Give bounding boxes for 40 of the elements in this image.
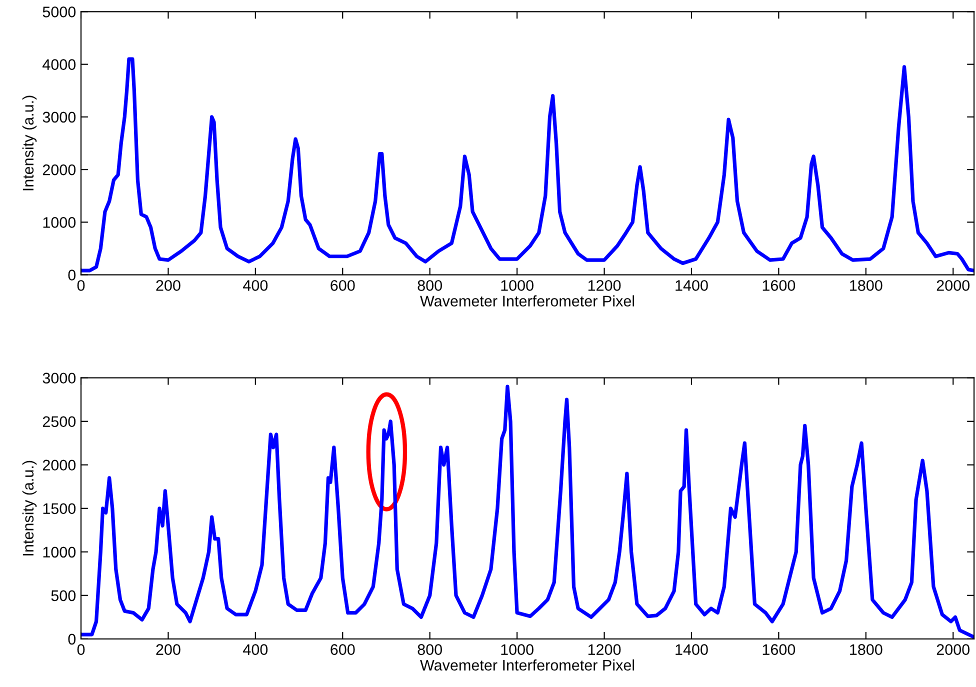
y-axis-title: Intensity (a.u.) — [22, 460, 37, 556]
x-tick-label: 200 — [156, 280, 180, 291]
x-tick-label: 1800 — [850, 280, 882, 291]
y-tick-label: 3000 — [42, 112, 76, 123]
x-tick-label: 800 — [418, 280, 442, 291]
y-tick-label: 3000 — [42, 372, 76, 384]
y-tick-label: 500 — [51, 590, 76, 602]
x-tick-label: 1000 — [501, 280, 534, 291]
x-tick-label: 1000 — [501, 644, 534, 655]
x-tick-label: 1400 — [676, 644, 708, 655]
x-tick-label: 2000 — [936, 280, 970, 291]
y-tick-label: 1000 — [43, 546, 76, 558]
x-axis-title: Wavemeter Interferometer Pixel — [420, 659, 634, 671]
x-tick-label: 0 — [77, 644, 85, 655]
y-tick-label: 2500 — [42, 416, 76, 428]
x-tick-label: 1600 — [762, 644, 796, 655]
y-axis-title: Intensity (a.u.) — [22, 96, 37, 190]
line-series — [81, 57, 974, 272]
x-tick-label: 600 — [330, 644, 355, 655]
x-tick-label: 0 — [77, 280, 85, 291]
y-tick-label: 0 — [68, 270, 76, 280]
y-tick-label: 4000 — [42, 59, 76, 70]
x-tick-label: 2000 — [936, 644, 970, 655]
y-tick-label: 2000 — [42, 164, 76, 176]
x-tick-label: 1400 — [676, 280, 708, 291]
y-tick-label: 5000 — [42, 6, 76, 18]
y-tick-label: 2000 — [42, 460, 76, 471]
x-tick-label: 1200 — [588, 644, 621, 655]
y-tick-label: 1000 — [43, 217, 76, 228]
x-tick-label: 1600 — [762, 280, 796, 291]
x-tick-label: 1800 — [850, 644, 882, 655]
x-axis-title: Wavemeter Interferometer Pixel — [420, 295, 634, 307]
x-tick-label: 400 — [243, 280, 268, 291]
x-tick-label: 800 — [418, 644, 442, 655]
y-tick-label: 1500 — [43, 503, 76, 514]
x-tick-label: 400 — [243, 644, 268, 655]
x-tick-label: 200 — [156, 644, 180, 655]
x-tick-label: 1200 — [588, 280, 621, 291]
y-tick-label: 0 — [68, 634, 76, 645]
x-tick-label: 600 — [330, 280, 355, 291]
